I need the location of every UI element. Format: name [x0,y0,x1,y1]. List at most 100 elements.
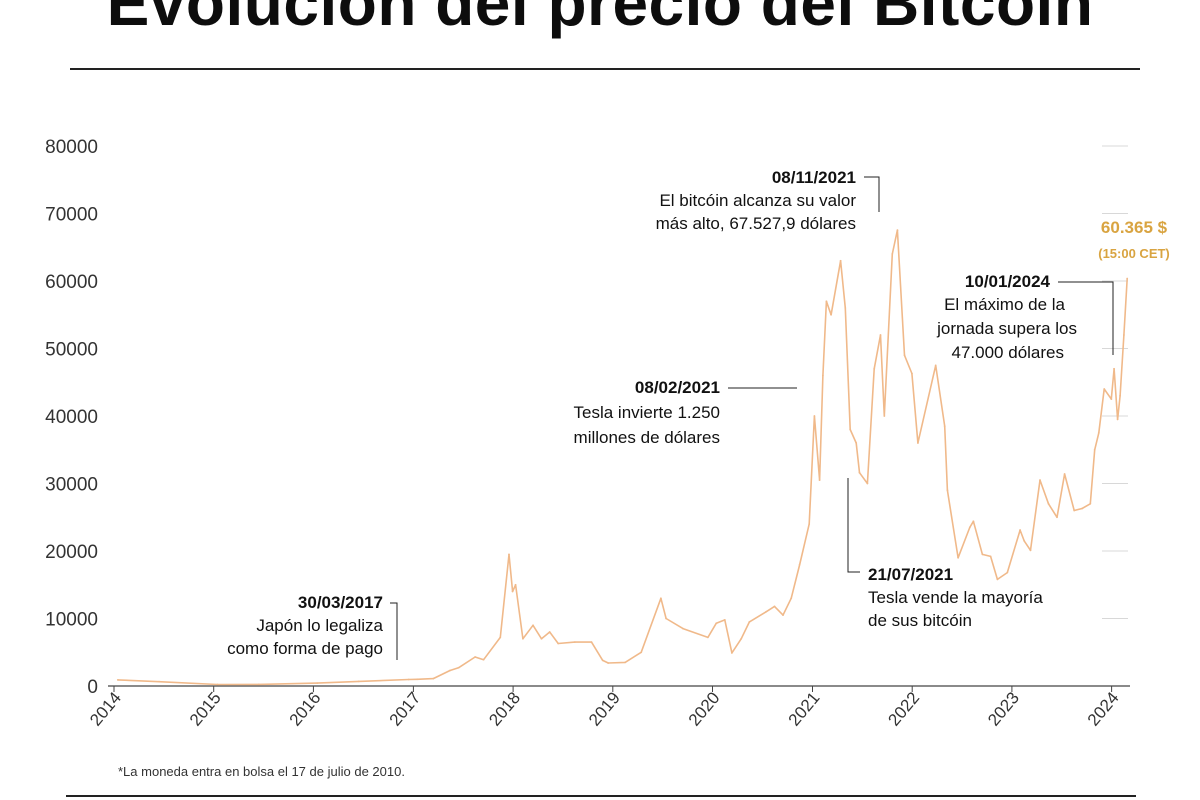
price-point [957,556,959,559]
page-title: Evolución del precio del Bitcoin [106,0,1094,39]
price-point [457,666,460,669]
price-point [1056,516,1058,519]
x-tick-label: 2018 [485,688,524,729]
price-point [917,442,919,444]
price-point [216,683,219,686]
x-tick-label: 2019 [585,688,624,729]
x-tick-label: 2017 [386,688,425,729]
price-point [624,661,626,664]
annotation-leader [390,602,398,660]
price-point [659,597,662,600]
annotation-text: El bitcóin alcanza su valor [659,191,856,210]
price-point [1039,479,1041,482]
price-point [1089,502,1092,505]
price-point [1097,431,1100,434]
price-point [972,520,975,523]
last-price-time: (15:00 CET) [1098,246,1170,261]
price-point [773,605,776,608]
price-point [474,656,477,658]
price-point [858,471,861,474]
plot-area [116,229,1129,686]
annotation-leader [847,478,860,573]
x-tick-label: 2015 [186,688,225,729]
annotations: 30/03/2017 Japón lo legaliza como forma de… [227,168,1170,660]
bottom-divider [66,795,1136,797]
price-point [765,610,767,613]
price-point [821,374,824,377]
price-point [548,631,551,633]
y-tick-label: 30000 [45,475,98,496]
y-tick-label: 40000 [45,407,98,428]
price-point [522,637,524,640]
price-point [946,489,949,492]
last-price-label: 60.365 $ [1101,218,1168,237]
price-point [1123,334,1125,336]
annotation-leader [864,176,880,212]
price-point [601,659,604,662]
price-point [830,313,832,316]
price-point [1047,502,1050,505]
price-point [968,526,971,529]
title-divider [70,68,1140,70]
price-point [1103,388,1106,390]
price-point [844,307,847,309]
price-point [508,553,510,556]
price-point [357,680,360,683]
y-tick-label: 60000 [45,272,98,293]
price-point [1110,398,1113,401]
price-point [1073,509,1076,512]
price-point [1019,529,1021,531]
price-point [790,597,793,600]
price-point [782,614,784,617]
annotation-text: millones de dólares [574,428,720,447]
x-tick-label: 2021 [785,688,824,729]
price-point [706,636,709,639]
x-tick-label: 2022 [884,688,923,729]
price-point [449,669,451,672]
price-point [715,622,718,625]
price-point [879,334,882,336]
annotation-date: 08/11/2021 [772,168,856,187]
price-point [989,555,992,558]
price-point [407,678,410,681]
price-point [731,652,733,654]
price-point [1116,418,1119,421]
price-point [1063,473,1066,475]
price-point [432,677,435,680]
y-tick-label: 10000 [45,610,98,631]
price-point [1119,394,1121,397]
price-point [740,637,743,640]
x-tick-label: 2016 [286,688,325,729]
price-point [873,367,876,370]
price-point [866,482,869,485]
price-point [116,679,119,681]
price-point [1081,507,1084,510]
price-point [532,624,534,627]
price-point [808,523,811,525]
annotation-text: Tesla vende la mayoría [868,588,1043,607]
y-tick-label: 80000 [45,137,98,158]
price-point [896,229,899,232]
price-point [825,300,828,303]
price-point [607,662,610,664]
y-axis: 0 10000 20000 30000 40000 50000 60000 70000 8000… [45,137,1130,698]
annotation-date: 30/03/2017 [298,593,383,612]
annotation-date: 08/02/2021 [635,378,720,397]
y-tick-label: 70000 [45,205,98,226]
price-point [158,680,160,683]
price-point [798,563,801,566]
price-point [855,442,858,444]
y-tick-label: 0 [87,677,98,698]
price-point [903,354,906,357]
price-point [590,641,593,644]
footnote: *La moneda entra en bolsa el 17 de julio… [118,764,405,779]
price-point [557,642,560,645]
price-point [1023,539,1026,542]
price-point [748,620,751,623]
price-point [723,618,726,621]
annotation-text: jornada supera los [936,319,1077,338]
x-tick-label: 2023 [984,688,1023,729]
price-point [934,364,937,367]
price-point [1029,549,1032,552]
